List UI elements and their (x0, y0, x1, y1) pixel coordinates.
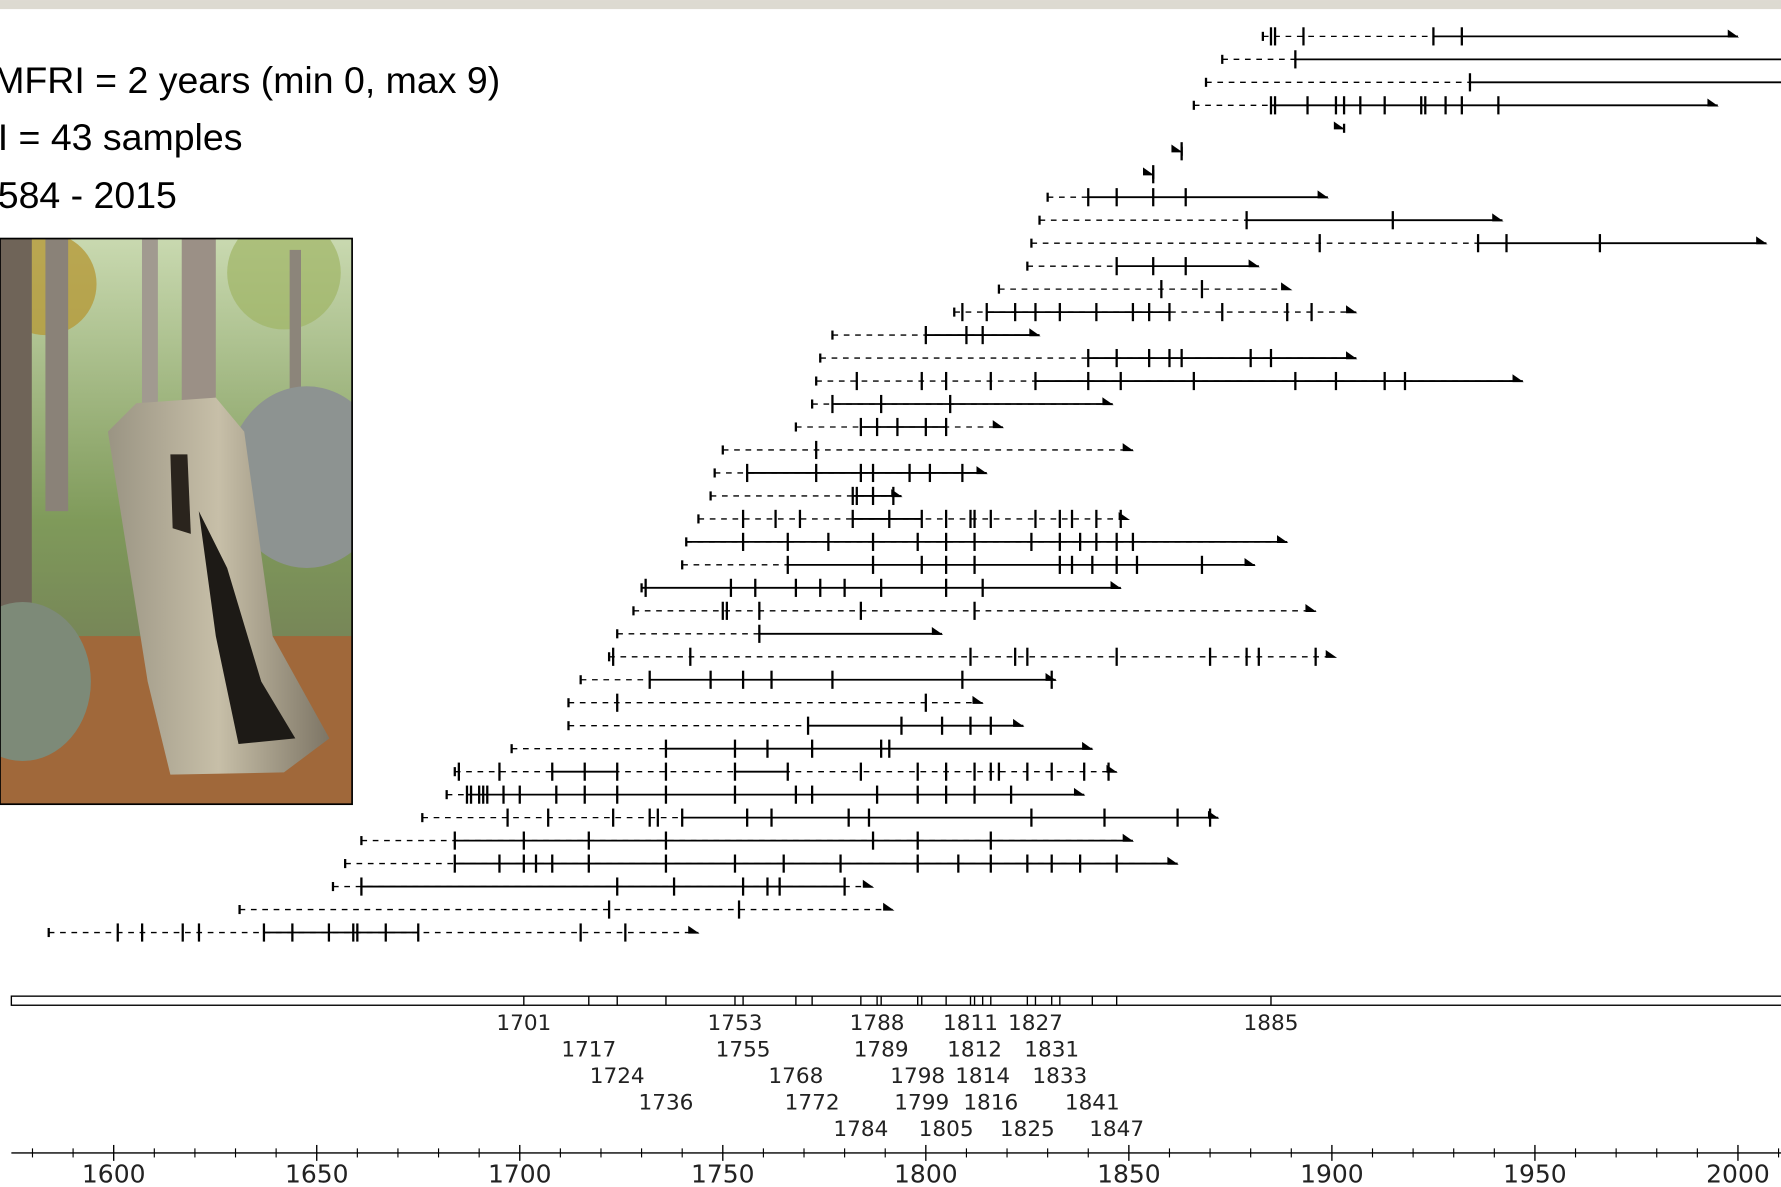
composite-year-label: 1755 (716, 1038, 771, 1063)
x-tick-label: 1650 (285, 1159, 349, 1187)
outer-year-marker (1102, 397, 1113, 405)
outer-year-marker (1346, 305, 1357, 313)
top-photo-strip (0, 0, 1781, 9)
composite-year-label: 1885 (1244, 1011, 1299, 1036)
composite-year-label: 1736 (638, 1091, 693, 1116)
x-tick-label: 1700 (488, 1159, 552, 1187)
outer-year-marker (1111, 581, 1122, 589)
outer-year-marker (1013, 719, 1024, 727)
composite-year-label: 1833 (1032, 1064, 1087, 1089)
composite-year-label: 1717 (561, 1038, 616, 1063)
x-tick-label: 1800 (894, 1159, 958, 1187)
outer-year-marker (1513, 374, 1524, 382)
outer-year-marker (883, 903, 894, 911)
x-tick-label: 1850 (1097, 1159, 1161, 1187)
composite-year-label: 1768 (768, 1064, 823, 1089)
composite-year-label: 1799 (894, 1091, 949, 1116)
chart: MFRI = 2 years (min 0, max 9) I = 43 sam… (0, 0, 1781, 1187)
composite-year-label: 1701 (496, 1011, 551, 1036)
outer-year-marker (1167, 857, 1178, 865)
annotation: MFRI = 2 years (min 0, max 9) (0, 59, 500, 101)
composite-year-label: 1825 (1000, 1117, 1055, 1142)
outer-year-marker (1346, 351, 1357, 359)
outer-year-marker (932, 627, 943, 635)
composite-year-label: 1816 (963, 1091, 1018, 1116)
composite-year-label: 1789 (854, 1038, 909, 1063)
outer-year-marker (972, 696, 983, 704)
composite-year-label: 1831 (1024, 1038, 1079, 1063)
composite-year-label: 1814 (955, 1064, 1010, 1089)
x-tick-label: 1950 (1503, 1159, 1567, 1187)
composite-year-label: 1827 (1008, 1011, 1063, 1036)
x-tick-label: 2000 (1706, 1159, 1770, 1187)
outer-year-marker (1277, 535, 1288, 543)
outer-year-marker (1245, 558, 1256, 566)
annotation: I = 43 samples (0, 116, 242, 158)
composite-year-label: 1811 (943, 1011, 998, 1036)
outer-year-marker (863, 880, 874, 888)
x-tick-label: 1900 (1300, 1159, 1364, 1187)
composite-year-label: 1798 (890, 1064, 945, 1089)
outer-year-marker (1082, 742, 1093, 750)
outer-year-marker (1281, 282, 1292, 290)
composite-year-label: 1784 (833, 1117, 888, 1142)
composite-year-label: 1788 (850, 1011, 905, 1036)
annotation: 584 - 2015 (0, 174, 177, 216)
outer-year-marker (688, 926, 699, 934)
composite-year-label: 1812 (947, 1038, 1002, 1063)
outer-year-marker (1707, 98, 1718, 106)
outer-year-marker (1029, 328, 1040, 336)
composite-year-label: 1724 (590, 1064, 645, 1089)
composite-year-label: 1753 (708, 1011, 763, 1036)
photo (0, 216, 386, 804)
outer-year-marker (993, 420, 1004, 428)
page: {"chart_data": {"type": "fire-history", … (0, 0, 1781, 1187)
outer-year-marker (1305, 604, 1316, 612)
composite-year-label: 1805 (919, 1117, 974, 1142)
outer-year-marker (1326, 650, 1337, 658)
composite-year-label: 1772 (785, 1091, 840, 1116)
composite-year-label: 1847 (1089, 1117, 1144, 1142)
composite-bar (11, 996, 1781, 1005)
outer-year-marker (1318, 190, 1329, 198)
x-tick-label: 1750 (691, 1159, 755, 1187)
composite-year-label: 1841 (1065, 1091, 1120, 1116)
x-tick-label: 1600 (82, 1159, 146, 1187)
